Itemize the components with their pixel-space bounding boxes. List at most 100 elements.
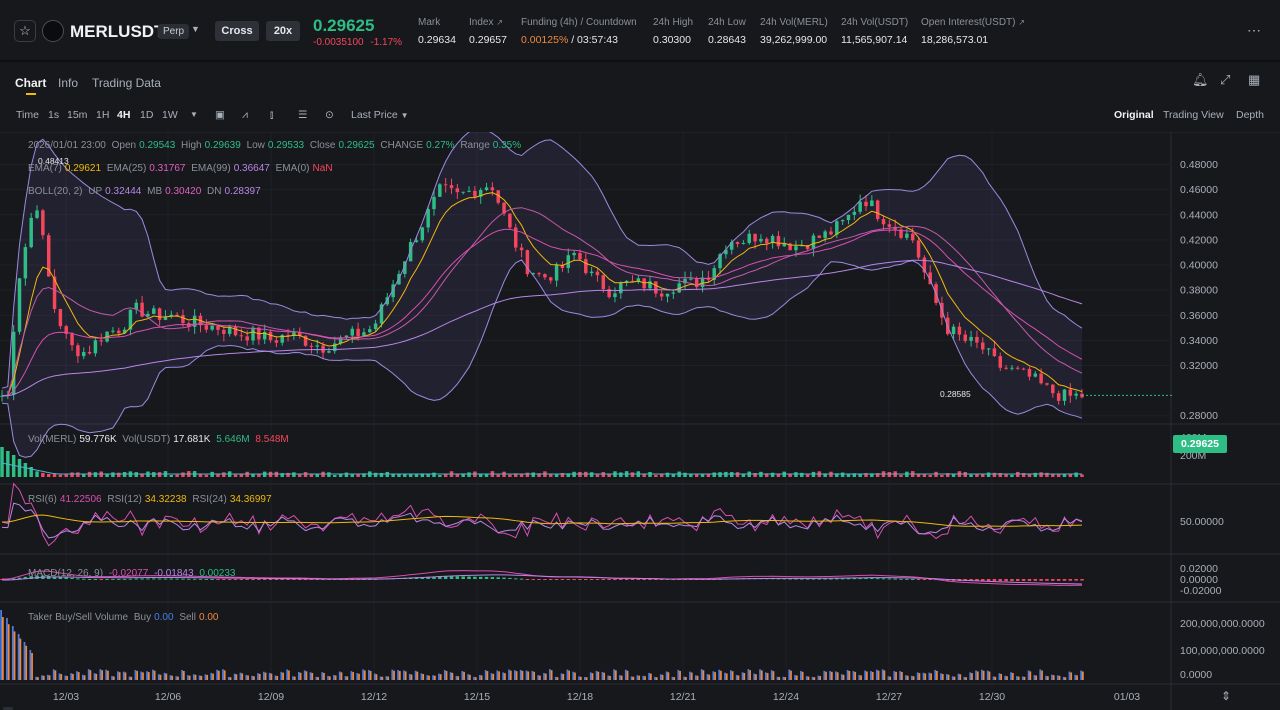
candlestick-chart[interactable]: 0.48000 0.46000 0.44000 0.42000 0.40000 0.380… xyxy=(0,128,1280,710)
taker-sell-bar xyxy=(1076,675,1078,680)
volume-bar xyxy=(373,472,378,477)
indicator-icon[interactable]: ⩘ xyxy=(242,109,248,121)
taker-buy-bar xyxy=(899,671,902,680)
taker-buy-bar xyxy=(630,676,633,680)
taker-buy-bar xyxy=(239,672,242,680)
view-trading-view[interactable]: Trading View xyxy=(1163,109,1224,121)
favorite-star-icon[interactable]: ☆ xyxy=(14,20,36,42)
taker-buy-bar xyxy=(975,670,977,680)
margin-mode-button[interactable]: Cross xyxy=(215,21,259,41)
candle-body xyxy=(76,345,80,357)
interval-4h[interactable]: 4H xyxy=(117,109,131,121)
taker-sell-bar xyxy=(685,676,687,680)
time-label[interactable]: Time xyxy=(16,109,39,121)
taker-sell-bar xyxy=(48,675,51,680)
interval-dropdown-icon[interactable]: ▼ xyxy=(190,110,198,119)
volume-bar xyxy=(443,474,448,477)
taker-buy-bar xyxy=(41,675,43,680)
taker-sell-bar xyxy=(1058,675,1061,680)
ema0-value: NaN xyxy=(312,163,333,174)
interval-1s[interactable]: 1s xyxy=(48,109,60,121)
symbol-name[interactable]: MERLUSDT xyxy=(70,22,165,41)
boll-label: BOLL(20, 2) xyxy=(28,186,83,197)
chart-type-icon[interactable]: ⫾ xyxy=(270,109,274,121)
candle-body xyxy=(292,332,296,336)
tab-trading-data[interactable]: Trading Data xyxy=(92,76,161,90)
taker-sell-bar xyxy=(836,672,839,680)
drawing-icon[interactable]: ⊙ xyxy=(325,109,334,121)
volume-bar xyxy=(286,472,290,477)
candle-body xyxy=(414,240,419,243)
taker-sell-bar xyxy=(638,675,641,680)
taker-sell-bar xyxy=(574,672,576,680)
macd-histogram-bar xyxy=(496,577,500,579)
volume-bar xyxy=(496,474,500,477)
grid-layout-icon[interactable]: ▦ xyxy=(1248,72,1261,87)
candle-body xyxy=(70,333,74,346)
price-source-select[interactable]: Last Price ▼ xyxy=(351,109,409,121)
info-icon[interactable]: ↗ xyxy=(496,18,503,27)
tab-chart[interactable]: Chart xyxy=(15,76,47,90)
tab-active-indicator xyxy=(26,93,36,95)
volume-bar xyxy=(700,474,705,477)
calendar-icon[interactable]: ▣ xyxy=(215,109,225,121)
ema25-value: 0.31767 xyxy=(149,163,186,174)
interval-15m[interactable]: 15m xyxy=(67,109,88,121)
fullscreen-icon[interactable]: ⤢ xyxy=(1220,72,1231,87)
candle-body xyxy=(735,242,740,244)
volume-bar xyxy=(951,473,956,477)
settings-icon[interactable]: ☰ xyxy=(298,109,308,121)
macd-histogram-bar xyxy=(525,579,530,580)
volume-bar xyxy=(344,472,349,477)
expand-panel-handle[interactable]: › xyxy=(3,707,13,710)
interval-1w[interactable]: 1W xyxy=(162,109,178,121)
taker-sell-bar xyxy=(107,670,109,680)
taker-sell-bar xyxy=(778,677,781,680)
volume-bar xyxy=(1033,472,1038,477)
taker-buy-bar xyxy=(192,674,195,680)
ohlc-low: 0.29533 xyxy=(267,140,305,151)
macd-histogram-bar xyxy=(1068,579,1073,581)
candle-body xyxy=(1004,367,1008,369)
candle-body xyxy=(87,351,92,354)
rsi-legend: RSI(6) 41.22506 RSI(12) 34.32238 RSI(24) 34… xyxy=(28,494,275,505)
candle-body xyxy=(753,233,757,242)
macd-histogram-bar xyxy=(654,579,658,580)
interval-1h[interactable]: 1H xyxy=(96,109,110,121)
more-dots-icon[interactable]: ⋯ xyxy=(1247,22,1262,38)
candle-body xyxy=(969,336,973,341)
taker-sell-bar xyxy=(83,675,86,680)
macd-label: MACD(12, 26, 9) xyxy=(28,568,104,579)
ohlc-close-label: Close xyxy=(309,140,336,151)
macd-histogram-bar xyxy=(531,579,535,580)
interval-1d[interactable]: 1D xyxy=(140,109,154,121)
volume-bar xyxy=(776,474,781,477)
chart-area[interactable]: 0.48000 0.46000 0.44000 0.42000 0.40000 0.380… xyxy=(0,128,1280,710)
macd-histogram-bar xyxy=(992,579,997,582)
taker-buy-bar xyxy=(613,669,615,680)
view-original[interactable]: Original xyxy=(1114,109,1154,121)
taker-buy-bar xyxy=(268,672,271,680)
taker-sell-bar xyxy=(124,672,127,680)
macd-histogram-bar xyxy=(519,578,524,580)
macd-histogram-bar xyxy=(916,579,921,580)
candle-body xyxy=(245,336,249,341)
volume-bar xyxy=(753,472,757,477)
bell-icon[interactable]: 🔔︎ xyxy=(1192,72,1209,87)
info-icon[interactable]: ↗ xyxy=(1018,18,1025,27)
taker-sell-bar xyxy=(755,674,757,680)
taker-sell-bar xyxy=(363,670,366,680)
macd-histogram-bar xyxy=(478,576,483,579)
taker-sell-bar xyxy=(66,676,68,680)
macd-histogram-bar xyxy=(461,576,465,579)
leverage-button[interactable]: 20x xyxy=(266,21,300,41)
taker-buy-bar xyxy=(297,671,300,680)
tab-info[interactable]: Info xyxy=(58,76,79,90)
view-depth[interactable]: Depth xyxy=(1236,109,1265,121)
chevron-down-icon[interactable]: ▼ xyxy=(191,24,200,34)
taker-buy-bar xyxy=(765,672,767,680)
volume-bar xyxy=(835,473,839,477)
taker-buy-bar xyxy=(572,671,575,680)
taker-sell-bar xyxy=(772,671,775,680)
taker-sell-bar xyxy=(632,676,635,680)
